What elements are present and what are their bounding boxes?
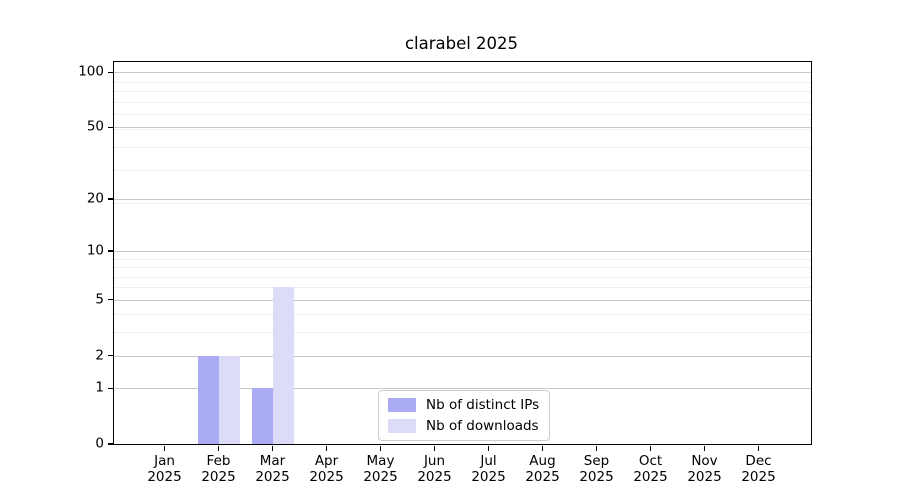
minor-gridline — [114, 91, 811, 93]
x-tick-label: Apr 2025 — [309, 453, 343, 486]
x-tick-month: Mar — [259, 453, 286, 469]
x-tick-mark — [541, 446, 544, 451]
x-tick-month: Jan — [154, 453, 175, 469]
x-tick-month: Feb — [206, 453, 231, 469]
x-tick-label: Mar 2025 — [255, 453, 289, 486]
x-tick-mark — [649, 446, 652, 451]
x-tick-year: 2025 — [525, 469, 560, 486]
x-tick-mark — [379, 446, 382, 451]
x-tick-label: Nov 2025 — [687, 453, 721, 486]
major-gridline — [114, 72, 811, 74]
x-tick-year: 2025 — [147, 469, 182, 486]
x-tick-year: 2025 — [741, 469, 776, 486]
x-tick-mark — [271, 446, 274, 451]
y-tick-mark — [108, 71, 113, 74]
x-tick-label: Dec 2025 — [741, 453, 775, 486]
minor-gridline — [114, 276, 811, 278]
chart-title: clarabel 2025 — [404, 34, 519, 53]
x-tick-mark — [487, 446, 490, 451]
x-tick-mark — [757, 446, 760, 451]
x-tick-month: Sep — [583, 453, 610, 469]
x-tick-month: Aug — [529, 453, 556, 469]
x-tick-label: May 2025 — [363, 453, 397, 486]
x-tick-year: 2025 — [255, 469, 290, 486]
x-tick-month: Oct — [638, 453, 663, 469]
minor-gridline — [114, 332, 811, 334]
x-tick-year: 2025 — [309, 469, 344, 486]
x-tick-year: 2025 — [633, 469, 668, 486]
legend-row: Nb of downloads — [388, 418, 539, 434]
y-tick-label: 2 — [95, 346, 104, 363]
bar-mar-s1 — [272, 287, 294, 444]
x-tick-month: May — [366, 453, 395, 469]
x-tick-label: Feb 2025 — [201, 453, 235, 486]
x-tick-mark — [433, 446, 436, 451]
x-tick-mark — [703, 446, 706, 451]
bar-mar-s0 — [251, 388, 273, 444]
bar-feb-s1 — [218, 355, 240, 444]
y-tick-mark — [108, 387, 113, 389]
major-gridline — [114, 299, 811, 301]
minor-gridline — [114, 81, 811, 83]
major-gridline — [114, 388, 811, 390]
x-tick-year: 2025 — [417, 469, 452, 486]
x-tick-month: Jul — [480, 453, 497, 469]
legend-label: Nb of distinct IPs — [426, 397, 540, 413]
y-tick-label: 50 — [86, 118, 104, 135]
minor-gridline — [114, 287, 811, 289]
x-tick-year: 2025 — [579, 469, 614, 486]
x-tick-label: Jul 2025 — [471, 453, 505, 486]
x-tick-label: Jan 2025 — [147, 453, 181, 486]
legend-row: Nb of distinct IPs — [388, 397, 539, 413]
legend-swatch — [388, 419, 416, 433]
minor-gridline — [114, 258, 811, 260]
x-tick-label: Aug 2025 — [525, 453, 559, 486]
x-tick-month: Dec — [745, 453, 772, 469]
x-tick-year: 2025 — [471, 469, 506, 486]
minor-gridline — [114, 170, 811, 172]
x-tick-label: Jun 2025 — [417, 453, 451, 486]
y-tick-label: 10 — [86, 242, 104, 259]
x-tick-mark — [595, 446, 598, 451]
x-tick-mark — [217, 446, 220, 451]
y-tick-mark — [108, 198, 113, 200]
x-tick-month: Nov — [691, 453, 718, 469]
minor-gridline — [114, 314, 811, 316]
major-gridline — [114, 355, 811, 357]
minor-gridline — [114, 267, 811, 269]
legend-label: Nb of downloads — [426, 418, 539, 434]
x-tick-year: 2025 — [687, 469, 722, 486]
minor-gridline — [114, 202, 811, 204]
minor-gridline — [114, 129, 811, 131]
major-gridline — [114, 198, 811, 200]
y-tick-label: 1 — [95, 379, 104, 396]
y-tick-mark — [108, 443, 113, 445]
major-gridline — [114, 127, 811, 129]
y-tick-mark — [108, 126, 113, 129]
y-tick-label: 100 — [78, 63, 104, 80]
bar-feb-s0 — [197, 355, 219, 444]
x-tick-label: Oct 2025 — [633, 453, 667, 486]
x-tick-label: Sep 2025 — [579, 453, 613, 486]
plot-area: 0 1 2 5 10 20 50 100 Jan 2025 Feb 2025 Mar 2025 Apr 202… — [78, 61, 812, 485]
x-tick-month: Apr — [314, 453, 339, 469]
y-tick-mark — [108, 354, 113, 357]
major-gridline — [114, 250, 811, 252]
legend: Nb of distinct IPs Nb of downloads — [378, 390, 551, 441]
y-tick-label: 5 — [95, 291, 104, 307]
y-tick-label: 20 — [86, 190, 104, 207]
minor-gridline — [114, 114, 811, 116]
y-tick-label: 0 — [95, 435, 104, 452]
y-tick-mark — [108, 250, 113, 252]
minor-gridline — [114, 147, 811, 149]
x-tick-year: 2025 — [201, 469, 236, 486]
minor-gridline — [114, 101, 811, 103]
y-tick-mark — [108, 299, 113, 301]
x-tick-mark — [325, 446, 328, 451]
x-tick-month: Jun — [423, 453, 446, 469]
x-tick-year: 2025 — [363, 469, 398, 486]
x-tick-mark — [163, 446, 166, 451]
legend-swatch — [388, 398, 416, 412]
